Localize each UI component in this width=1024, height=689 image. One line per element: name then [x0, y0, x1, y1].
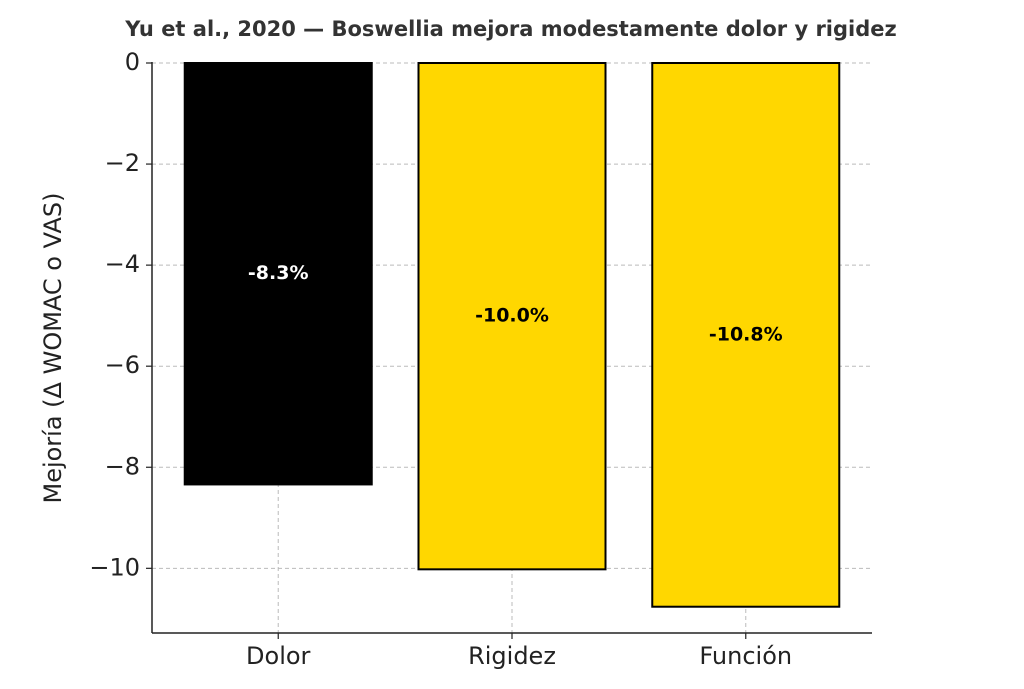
bar [651, 62, 841, 608]
y-tick-label: −2 [105, 149, 140, 177]
y-tick-label: −10 [89, 553, 140, 581]
y-tick-label: −4 [105, 250, 140, 278]
x-tick-label: Función [699, 642, 792, 670]
bar [183, 62, 373, 486]
y-tick-label: −8 [105, 452, 140, 480]
y-tick-label: −6 [105, 351, 140, 379]
value-label: -8.3% [248, 262, 309, 284]
bar [417, 62, 607, 571]
x-tick-label: Rigidez [468, 642, 556, 670]
value-label: -10.0% [475, 305, 549, 327]
x-tick-label: Dolor [246, 642, 311, 670]
y-tick-label: 0 [125, 48, 140, 76]
y-axis-label: Mejoría (Δ WOMAC o VAS) [39, 192, 67, 503]
value-label: -10.8% [709, 323, 783, 345]
chart-title: Yu et al., 2020 — Boswellia mejora modes… [124, 17, 896, 41]
